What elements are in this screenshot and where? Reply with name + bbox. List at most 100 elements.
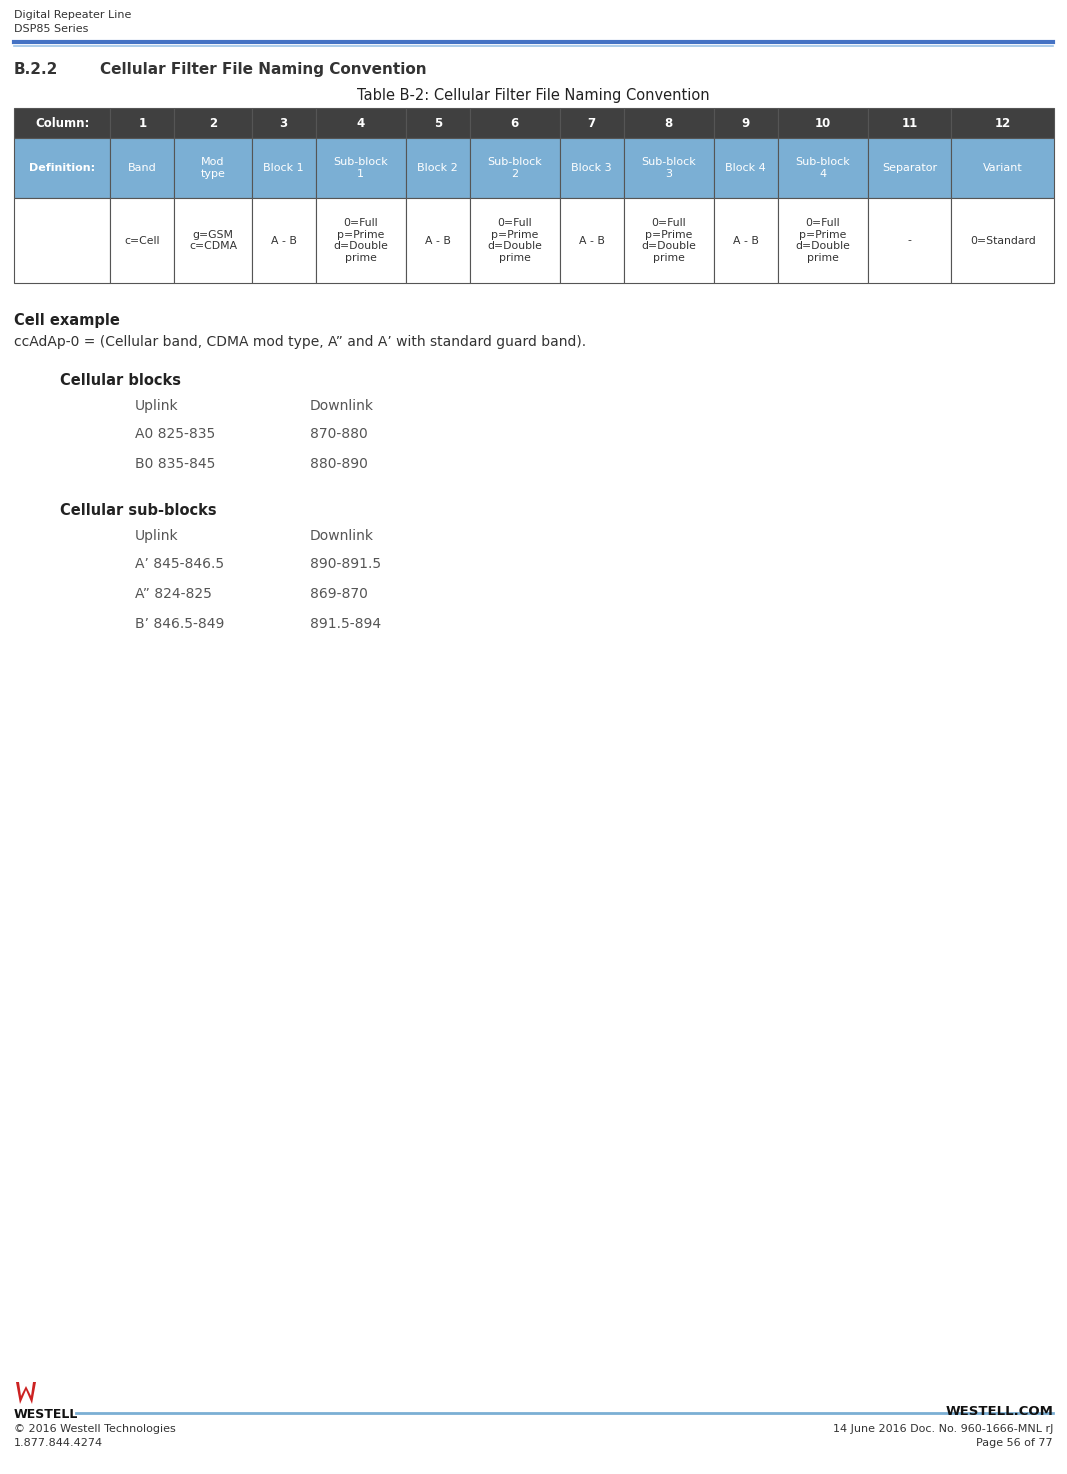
Text: 11: 11 [902, 116, 918, 130]
Bar [14, 198, 110, 283]
Text: 4: 4 [356, 116, 365, 130]
Text: Variant: Variant [983, 164, 1022, 172]
Text: Uplink: Uplink [136, 399, 178, 413]
Bar [14, 108, 110, 139]
Bar [714, 139, 778, 198]
Bar [778, 198, 867, 283]
Bar [175, 108, 252, 139]
Text: Downlink: Downlink [310, 529, 375, 542]
Bar [624, 198, 714, 283]
Text: 14 June 2016 Doc. No. 960-1666-MNL rJ: 14 June 2016 Doc. No. 960-1666-MNL rJ [832, 1424, 1053, 1434]
Text: Mod
type: Mod type [201, 158, 225, 178]
Bar [316, 108, 405, 139]
Bar [252, 198, 316, 283]
Text: Sub-block
2: Sub-block 2 [488, 158, 542, 178]
Text: 8: 8 [665, 116, 673, 130]
Text: 2: 2 [209, 116, 217, 130]
Bar [405, 139, 469, 198]
Text: A - B: A - B [425, 236, 450, 246]
Text: -: - [908, 236, 911, 246]
Bar [316, 139, 405, 198]
Text: 0=Full
p=Prime
d=Double
prime: 0=Full p=Prime d=Double prime [796, 218, 850, 262]
Text: 6: 6 [511, 116, 519, 130]
Bar [175, 139, 252, 198]
Text: Block 2: Block 2 [417, 164, 458, 172]
Text: DSP85 Series: DSP85 Series [14, 24, 89, 34]
Bar [316, 198, 405, 283]
Bar [624, 108, 714, 139]
Bar [110, 139, 175, 198]
Text: B0 835-845: B0 835-845 [136, 457, 216, 472]
Text: 1: 1 [139, 116, 146, 130]
Text: 891.5-894: 891.5-894 [310, 618, 381, 631]
Text: 890-891.5: 890-891.5 [310, 557, 381, 570]
Text: Sub-block
4: Sub-block 4 [796, 158, 850, 178]
Text: A0 825-835: A0 825-835 [136, 427, 216, 441]
Text: 12: 12 [994, 116, 1010, 130]
Text: Band: Band [128, 164, 157, 172]
Bar [778, 108, 867, 139]
Text: 0=Full
p=Prime
d=Double
prime: 0=Full p=Prime d=Double prime [333, 218, 388, 262]
Bar [175, 198, 252, 283]
Bar [867, 198, 952, 283]
Bar [714, 198, 778, 283]
Text: Uplink: Uplink [136, 529, 178, 542]
Text: Block 4: Block 4 [726, 164, 766, 172]
Text: 870-880: 870-880 [310, 427, 368, 441]
Text: B’ 846.5-849: B’ 846.5-849 [136, 618, 224, 631]
Text: Cellular sub-blocks: Cellular sub-blocks [60, 503, 217, 517]
Text: 880-890: 880-890 [310, 457, 368, 472]
Text: WESTELL: WESTELL [14, 1408, 78, 1421]
Text: A’ 845-846.5: A’ 845-846.5 [136, 557, 224, 570]
Text: 10: 10 [815, 116, 831, 130]
Bar [405, 108, 469, 139]
Text: Block 1: Block 1 [264, 164, 304, 172]
Text: A” 824-825: A” 824-825 [136, 587, 212, 601]
Text: 0=Full
p=Prime
d=Double
prime: 0=Full p=Prime d=Double prime [488, 218, 542, 262]
Bar [110, 198, 175, 283]
Bar [952, 198, 1054, 283]
Text: 0=Standard: 0=Standard [970, 236, 1035, 246]
Text: Column:: Column: [35, 116, 90, 130]
Bar [560, 108, 624, 139]
Text: Cellular Filter File Naming Convention: Cellular Filter File Naming Convention [100, 62, 427, 77]
Text: Downlink: Downlink [310, 399, 375, 413]
Bar [469, 139, 560, 198]
Text: 7: 7 [588, 116, 595, 130]
Bar [624, 139, 714, 198]
Bar [952, 139, 1054, 198]
Text: c=Cell: c=Cell [125, 236, 160, 246]
Bar [405, 198, 469, 283]
Text: 3: 3 [280, 116, 288, 130]
Bar [778, 139, 867, 198]
Text: Sub-block
1: Sub-block 1 [333, 158, 388, 178]
Polygon shape [16, 1383, 36, 1405]
Bar [252, 108, 316, 139]
Text: 9: 9 [742, 116, 750, 130]
Bar [14, 139, 110, 198]
Text: Definition:: Definition: [29, 164, 95, 172]
Text: Cell example: Cell example [14, 312, 120, 329]
Bar [110, 108, 175, 139]
Text: 0=Full
p=Prime
d=Double
prime: 0=Full p=Prime d=Double prime [641, 218, 697, 262]
Text: Block 3: Block 3 [572, 164, 612, 172]
Text: WESTELL.COM: WESTELL.COM [945, 1405, 1053, 1418]
Text: Cellular blocks: Cellular blocks [60, 373, 181, 388]
Text: A - B: A - B [733, 236, 759, 246]
Bar [867, 139, 952, 198]
Bar [952, 108, 1054, 139]
Bar [252, 139, 316, 198]
Bar [560, 139, 624, 198]
Text: 5: 5 [433, 116, 442, 130]
Text: 869-870: 869-870 [310, 587, 368, 601]
Text: g=GSM
c=CDMA: g=GSM c=CDMA [189, 230, 237, 251]
Text: Page 56 of 77: Page 56 of 77 [976, 1439, 1053, 1447]
Text: 1.877.844.4274: 1.877.844.4274 [14, 1439, 103, 1447]
Text: Table B-2: Cellular Filter File Naming Convention: Table B-2: Cellular Filter File Naming C… [356, 88, 710, 103]
Text: A - B: A - B [271, 236, 297, 246]
Text: Digital Repeater Line: Digital Repeater Line [14, 10, 131, 21]
Bar [714, 108, 778, 139]
Text: B.2.2: B.2.2 [14, 62, 59, 77]
Bar [469, 108, 560, 139]
Text: ccAdAp-0 = (Cellular band, CDMA mod type, A” and A’ with standard guard band).: ccAdAp-0 = (Cellular band, CDMA mod type… [14, 335, 586, 349]
